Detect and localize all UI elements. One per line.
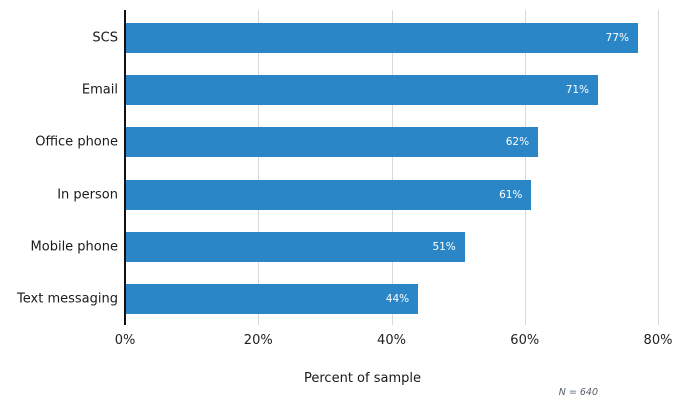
bar: 62% (125, 127, 539, 158)
bar-row: Email 71% (82, 75, 658, 106)
bar-row: Mobile phone 51% (31, 231, 658, 262)
bar-row: In person 61% (57, 179, 658, 210)
gridline (258, 10, 260, 325)
bar-row: Office phone 62% (35, 127, 658, 158)
bar-value-label: 62% (505, 136, 530, 149)
bar: 44% (125, 284, 419, 314)
bar: 71% (125, 75, 599, 106)
gridline (524, 10, 526, 325)
sample-size-note: N = 640 (558, 387, 598, 398)
x-tick-label: 0% (114, 333, 136, 348)
gridline (391, 10, 393, 325)
category-label: Office phone (35, 134, 118, 150)
bar-value-label: 61% (499, 188, 523, 201)
category-label: Text messaging (17, 291, 118, 307)
x-axis-label: Percent of sample (304, 371, 421, 386)
gridline (658, 10, 659, 325)
x-tick-label: 60% (510, 333, 540, 348)
bar-value-label: 71% (565, 84, 590, 97)
x-tick-label: 80% (643, 333, 673, 348)
bar-value-label: 77% (605, 32, 629, 44)
bar: 61% (125, 179, 532, 210)
plot-area: SCS 77% Email 71% Office phone 62% In person 61… (17, 10, 659, 325)
x-tick-label: 40% (377, 333, 406, 348)
bar: 77% (125, 23, 638, 53)
category-label: Mobile phone (30, 239, 118, 255)
category-label: In person (57, 187, 118, 203)
bar-row: Text messaging 44% (17, 284, 658, 314)
bar: 51% (125, 231, 465, 262)
category-label: Email (81, 82, 118, 98)
y-axis-line (124, 10, 126, 325)
bar-value-label: 44% (385, 293, 410, 305)
bar-row: SCS 77% (92, 23, 658, 53)
x-tick-label: 20% (243, 333, 273, 348)
category-label: SCS (92, 30, 118, 46)
x-axis-ticks: 0% 20% 40% 60% 80% (115, 333, 673, 351)
bar-value-label: 51% (432, 240, 456, 253)
